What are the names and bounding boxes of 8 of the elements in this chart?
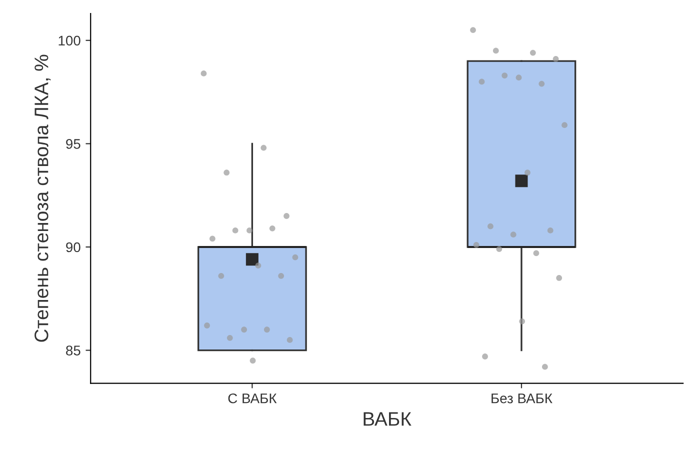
x-tick-label: Без ВАБК: [492, 394, 552, 404]
x-axis-title: ВАБК: [364, 412, 412, 426]
y-axis-title: Степень стеноза ствола ЛКА, %: [34, 54, 51, 342]
y-tick-label: 90: [66, 242, 80, 252]
y-tick-label: 95: [66, 139, 80, 149]
y-tick-label: 100: [58, 36, 80, 46]
y-tick-label: 85: [66, 346, 80, 356]
x-tick-label: С ВАБК: [228, 393, 277, 404]
